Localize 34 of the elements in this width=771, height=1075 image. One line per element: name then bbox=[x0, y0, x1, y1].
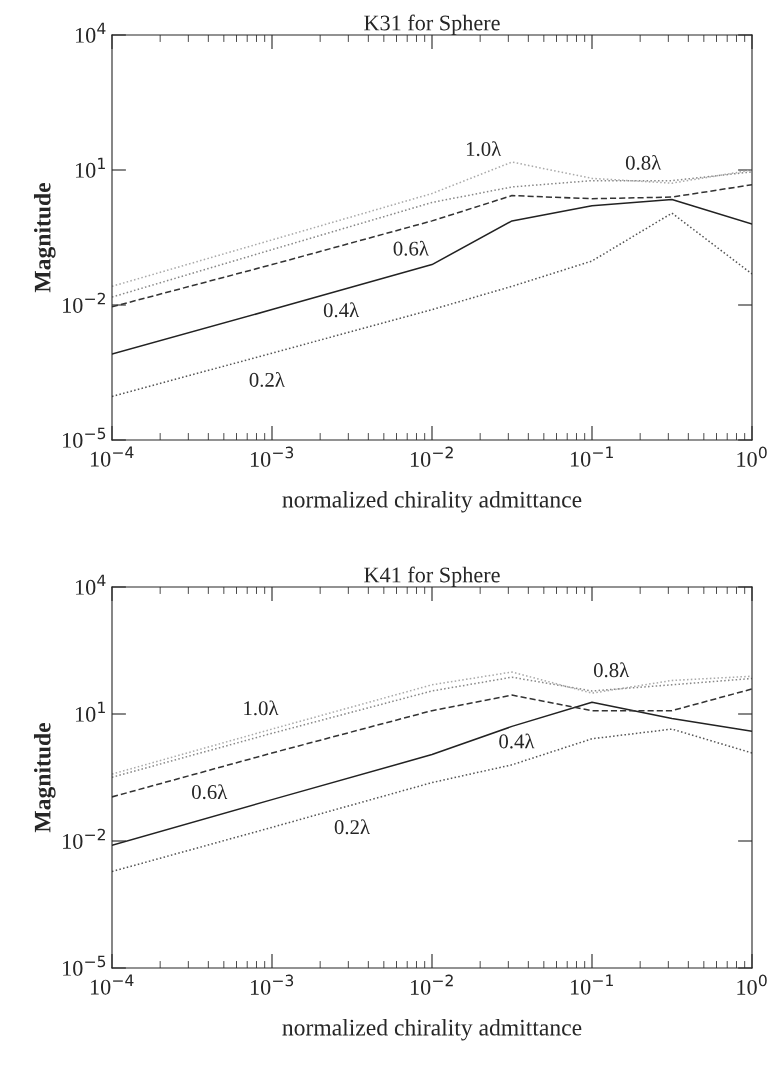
series-label: 0.4λ bbox=[323, 302, 360, 318]
x-tick-label: 10$^{−2}$ bbox=[410, 446, 453, 467]
x-axis-title: normalized chirality admittance bbox=[282, 1019, 582, 1041]
x-tick-label: 10$^{0}$ bbox=[737, 974, 767, 995]
series-label: 0.2λ bbox=[249, 372, 285, 387]
series-label: 0.6λ bbox=[393, 240, 429, 256]
series-label: 1.0λ bbox=[466, 141, 502, 157]
x-tick-label: 10$^{−2}$ bbox=[410, 974, 453, 995]
x-tick-label: 10$^{−3}$ bbox=[250, 974, 294, 995]
y-tick-label: 10$^{−5}$ bbox=[63, 955, 106, 976]
x-axis-title: normalized chirality admittance bbox=[282, 491, 582, 513]
y-tick-label: 10$^{−2}$ bbox=[63, 292, 105, 313]
series-label: 0.4λ bbox=[499, 733, 535, 749]
y-tick-label: 10$^{−2}$ bbox=[63, 828, 105, 849]
y-tick-label: 10$^{1}$ bbox=[75, 701, 105, 722]
x-tick-label: 10$^{−3}$ bbox=[250, 446, 294, 467]
chart-title: K41 for Sphere bbox=[364, 566, 500, 587]
series-label: 0.2λ bbox=[334, 819, 370, 835]
x-tick-label: 10$^{−1}$ bbox=[570, 446, 613, 467]
y-tick-label: 10$^{4}$ bbox=[75, 574, 106, 595]
y-axis-title: Magnitude bbox=[33, 723, 56, 833]
series-label: 1.0λ bbox=[244, 700, 279, 716]
x-tick-label: 10$^{0}$ bbox=[737, 446, 767, 467]
chart-title: K31 for Sphere bbox=[364, 14, 500, 35]
x-tick-label: 10$^{−4}$ bbox=[90, 446, 134, 467]
series-label: 0.6λ bbox=[192, 784, 228, 800]
series-label: 0.8λ bbox=[593, 662, 630, 678]
y-tick-label: 10$^{4}$ bbox=[75, 22, 106, 43]
series-label: 0.8λ bbox=[625, 154, 662, 170]
y-axis-title: Magnitude bbox=[33, 183, 56, 293]
y-tick-label: 10$^{1}$ bbox=[75, 157, 105, 178]
y-tick-label: 10$^{−5}$ bbox=[63, 427, 106, 448]
x-tick-label: 10$^{−4}$ bbox=[90, 974, 134, 995]
x-tick-label: 10$^{−1}$ bbox=[570, 974, 613, 995]
